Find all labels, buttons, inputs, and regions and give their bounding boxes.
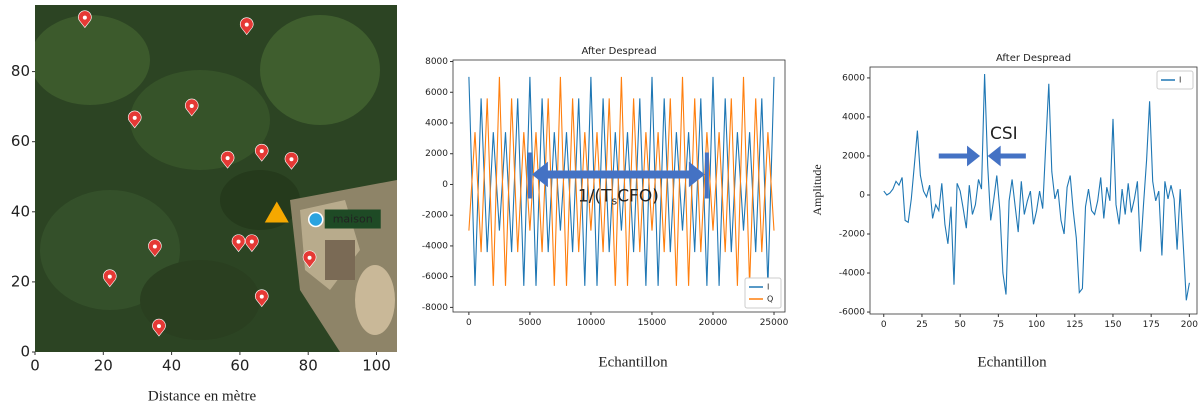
y-tick-label: -2000 [422,211,448,221]
y-tick-label: 6000 [425,88,448,98]
chart-title: After Despread [996,53,1071,64]
annotation-text-end: CFO) [617,186,659,206]
x-tick-label: 150 [1104,320,1121,330]
x-tick-label: 10000 [577,318,606,328]
y-tick-label: 20 [11,272,30,290]
x-tick-label: 5000 [518,318,541,328]
x-tick-label: 0 [466,318,472,328]
highlight-marker [264,201,289,223]
y-axis-label: Amplitude [810,164,824,215]
series-line [883,73,1190,301]
x-axis-label: Distance en mètre [148,388,257,404]
pin-dot [289,157,294,162]
pin-dot [82,15,87,20]
legend-label: I [767,283,769,292]
satellite-map [35,5,397,352]
arrow-head [987,145,1001,167]
pin-dot [249,239,254,244]
y-tick-label: 40 [11,202,30,220]
x-tick-label: 175 [1143,320,1160,330]
x-tick-label: 0 [30,357,40,375]
series-line [468,76,775,286]
house-label-box [324,209,381,229]
y-tick-label: 0 [20,343,30,361]
y-tick-label: 60 [11,132,30,150]
x-tick-label: 20000 [699,318,728,328]
y-tick-label: 80 [11,62,30,80]
x-tick-label: 20 [94,357,113,375]
pin-dot [152,244,157,249]
annotation-subscript: s [611,194,617,207]
x-tick-label: 125 [1066,320,1083,330]
house-icon [307,211,324,228]
annotation-text: CSI [990,124,1018,144]
x-tick-label: 25000 [760,318,789,328]
legend-box [744,277,782,309]
x-tick-label: 15000 [638,318,667,328]
annotation-text: 1/(TsCFO) [578,186,659,207]
series-line [468,76,775,286]
chart-title: After Despread [581,46,656,57]
y-tick-label: -4000 [839,269,865,279]
y-tick-label: -2000 [839,230,865,240]
x-tick-label: 200 [1181,320,1198,330]
y-tick-label: 2000 [842,151,865,161]
x-tick-label: 100 [362,357,391,375]
house-label: maison [333,213,373,226]
x-tick-label: 60 [230,357,249,375]
y-tick-label: 8000 [425,57,448,67]
pin-dot [244,22,249,27]
pin-dot [156,324,161,329]
y-tick-label: 2000 [425,149,448,159]
x-tick-label: 50 [954,320,966,330]
arrow-head [531,161,548,188]
y-tick-label: 0 [859,190,865,200]
pin-dot [236,239,241,244]
x-tick-label: 25 [916,320,927,330]
pin-dot [107,274,112,279]
pin-dot [189,103,194,108]
y-tick-label: 4000 [425,119,448,129]
x-tick-label: 40 [162,357,181,375]
y-tick-label: -8000 [422,303,448,313]
pin-dot [132,115,137,120]
x-tick-label: 100 [1028,320,1045,330]
arrow-head [688,161,705,188]
y-tick-label: 0 [442,180,448,190]
y-tick-label: 6000 [842,73,865,83]
legend-label: I [1179,76,1181,85]
arrow-head [967,145,981,167]
x-tick-label: 75 [993,320,1004,330]
plot-frame [452,59,786,313]
pin-dot [259,149,264,154]
x-tick-label: 80 [299,357,318,375]
x-tick-label: 0 [881,320,887,330]
y-tick-label: 4000 [842,112,865,122]
annotation-text-start: 1/(T [578,186,612,206]
y-tick-label: -4000 [422,241,448,251]
legend-label: Q [767,295,773,304]
y-tick-label: -6000 [422,272,448,282]
y-tick-label: -6000 [839,308,865,318]
x-axis-label: Echantillon [977,354,1047,370]
x-axis-label: Echantillon [598,354,668,370]
pin-dot [307,255,312,260]
pin-dot [225,156,230,161]
plot-frame [869,66,1198,315]
pin-dot [259,294,264,299]
